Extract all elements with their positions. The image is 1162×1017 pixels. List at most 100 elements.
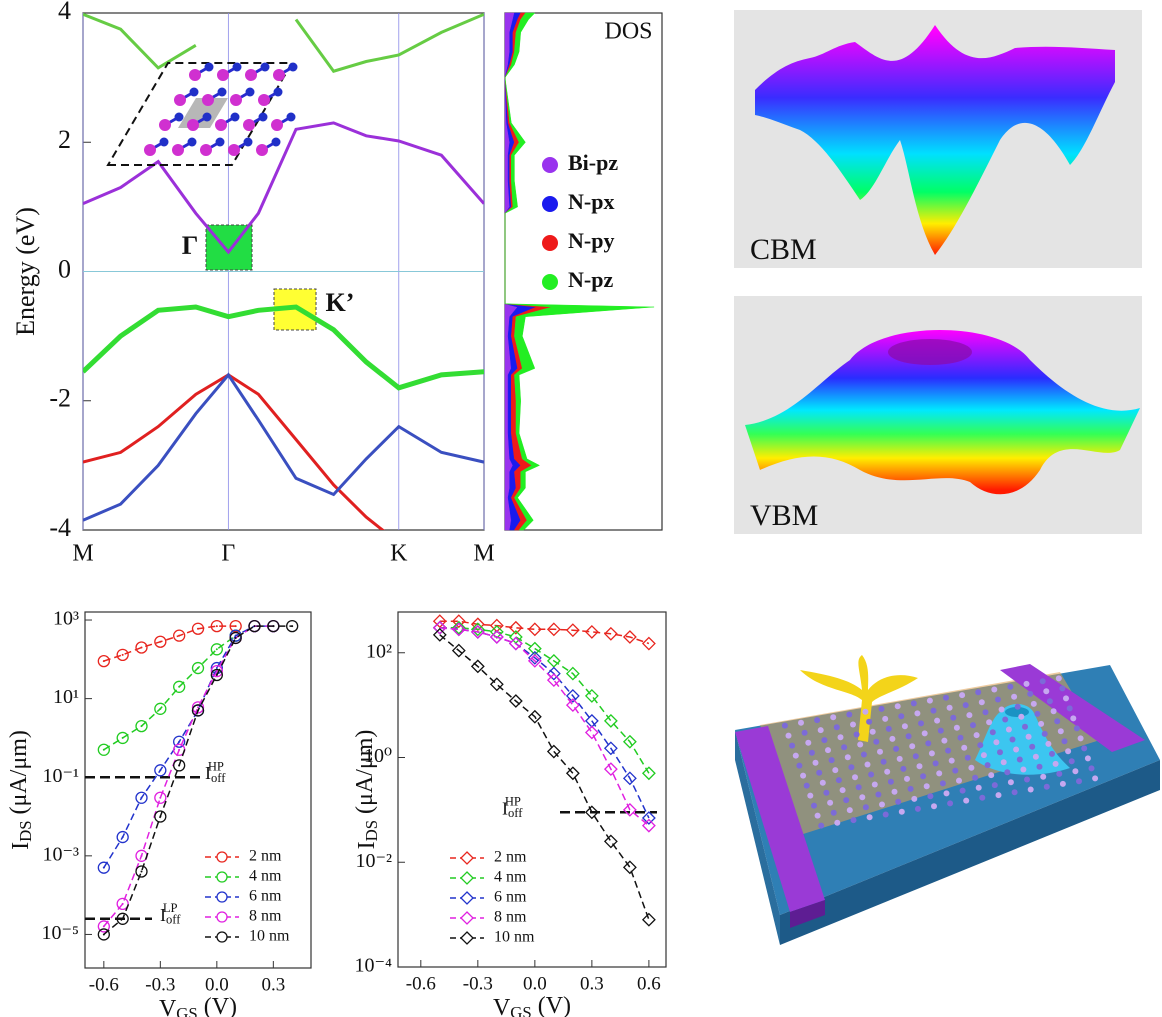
atom-bi <box>215 119 227 131</box>
data-point-ring <box>154 791 167 804</box>
legend-marker <box>542 157 558 173</box>
device-atom <box>975 784 982 791</box>
device-atom <box>959 692 966 699</box>
y-tick-label: 10⁻³ <box>42 843 79 865</box>
data-point <box>191 661 205 675</box>
device-atom <box>1025 733 1032 740</box>
data-point-ring <box>116 830 129 844</box>
device-atom <box>916 763 923 770</box>
device-atom <box>871 781 878 788</box>
data-point <box>565 698 580 713</box>
atom-bi <box>202 94 214 106</box>
data-point-ring <box>116 731 129 745</box>
device-atom <box>843 797 850 804</box>
legend-marker <box>460 851 474 865</box>
device-atom <box>832 767 839 774</box>
device-atom <box>898 713 905 720</box>
device-atom <box>963 797 970 804</box>
device-atom <box>1059 685 1066 692</box>
data-point <box>432 627 447 642</box>
device-atom <box>1024 776 1030 783</box>
data-point-ring <box>191 701 205 714</box>
off-current-label-sup: LP <box>163 901 178 915</box>
data-point <box>173 680 186 693</box>
device-atom <box>884 768 891 775</box>
data-point <box>470 617 485 632</box>
y-tick-label: 10⁰ <box>364 745 392 767</box>
device-atom <box>1023 680 1030 687</box>
data-point <box>97 654 110 668</box>
atom-n <box>204 62 214 72</box>
data-point-dot <box>178 740 181 743</box>
vbm-ring <box>888 339 972 365</box>
device-atom <box>866 718 873 725</box>
legend-marker <box>216 891 228 903</box>
data-point <box>603 741 618 756</box>
device-atom <box>950 714 957 721</box>
device-atom <box>911 795 918 802</box>
device-atom <box>904 775 910 782</box>
data-point <box>622 771 637 786</box>
legend-label: 4 nm <box>249 868 282 885</box>
device-atom <box>1077 735 1084 742</box>
device-atom <box>962 702 969 709</box>
device-atom <box>887 778 894 785</box>
legend-marker <box>216 871 228 883</box>
data-point-dot <box>102 748 105 751</box>
data-point <box>173 735 186 748</box>
atom-bi <box>256 144 268 156</box>
data-point <box>527 653 542 668</box>
atom-bi <box>144 144 156 156</box>
device-atom <box>789 742 796 749</box>
device-atom <box>1030 700 1037 707</box>
data-point-ring <box>191 704 205 717</box>
data-point <box>641 636 656 651</box>
data-point-dot <box>121 653 124 656</box>
x-axis-title: VGS (V) <box>493 992 571 1017</box>
data-point <box>565 766 580 781</box>
device-atom <box>857 741 864 748</box>
device-atom <box>869 728 876 735</box>
device-atom <box>914 710 921 717</box>
atom-n <box>245 87 255 97</box>
device-atom <box>894 703 901 710</box>
device-atom <box>819 779 826 786</box>
device-atom <box>816 769 823 776</box>
annotation: K’ <box>326 288 355 317</box>
atom-bi <box>217 69 229 81</box>
device-atom <box>811 802 817 809</box>
device-atom <box>893 745 900 752</box>
device-atom <box>1022 723 1028 730</box>
x-tick-label: -0.3 <box>463 973 493 994</box>
atom-n <box>286 112 296 122</box>
device-atom <box>979 794 986 801</box>
data-point <box>116 830 129 844</box>
data-point <box>116 648 129 661</box>
atom-n <box>215 137 225 147</box>
device-atom <box>889 735 896 742</box>
data-point-ring <box>286 619 299 633</box>
data-point-ring <box>135 791 148 804</box>
atom-bi <box>243 119 255 131</box>
data-point <box>565 623 580 638</box>
device-atom <box>1061 738 1068 745</box>
device-atom <box>839 787 846 794</box>
data-point-ring <box>97 861 110 874</box>
data-point <box>584 805 599 820</box>
device-atom <box>975 689 982 696</box>
device-atom <box>1066 705 1073 712</box>
data-point-ring <box>97 743 110 756</box>
device-atom <box>1040 773 1047 780</box>
data-point-ring <box>135 641 148 654</box>
atom-bi <box>228 144 240 156</box>
device-atom <box>943 790 950 797</box>
device-atom <box>844 754 851 761</box>
device-atom <box>931 803 937 810</box>
device-atom <box>920 773 927 780</box>
data-point <box>97 920 110 933</box>
device-atom <box>1007 779 1014 786</box>
off-current-label: IoffHP <box>205 760 226 785</box>
device-atom <box>1009 736 1016 743</box>
